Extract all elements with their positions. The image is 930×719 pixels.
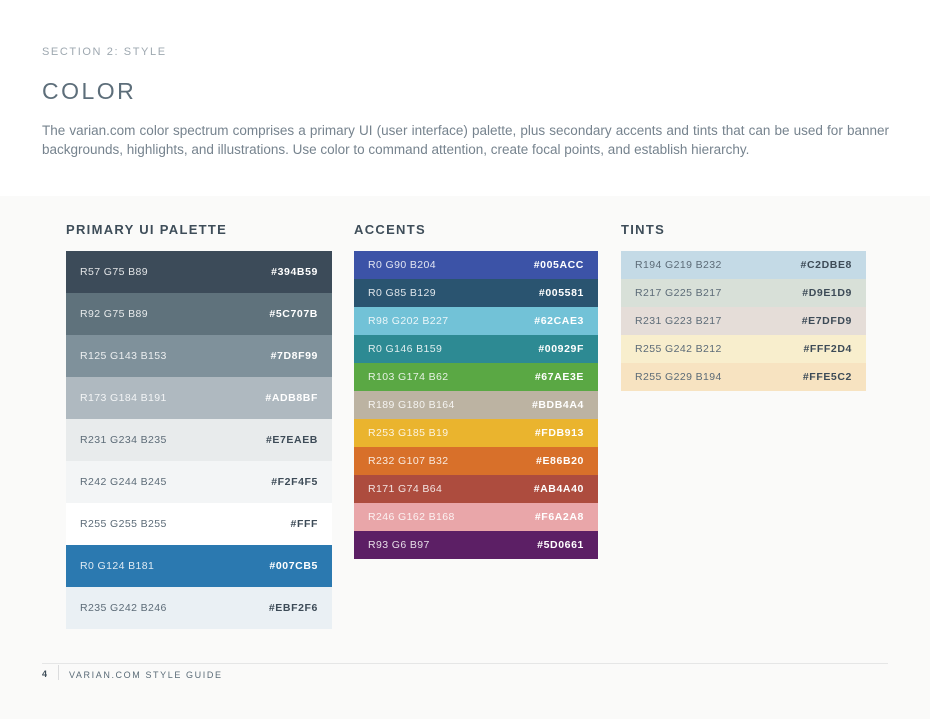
swatch-rgb-label: R173 G184 B191 — [80, 392, 167, 404]
palette-heading: TINTS — [621, 222, 666, 237]
swatch-rgb-label: R255 G242 B212 — [635, 343, 722, 355]
swatch-hex-label: #D9E1D9 — [802, 287, 852, 299]
swatch-hex-label: #F2F4F5 — [271, 476, 318, 488]
swatch-hex-label: #AB4A40 — [533, 483, 584, 495]
color-swatch: R231 G234 B235 #E7EAEB — [66, 419, 332, 461]
swatch-hex-label: #FFE5C2 — [802, 371, 852, 383]
swatch-hex-label: #00929F — [538, 343, 584, 355]
color-swatch: R98 G202 B227 #62CAE3 — [354, 307, 598, 335]
swatch-hex-label: #E86B20 — [536, 455, 584, 467]
swatch-hex-label: #EBF2F6 — [268, 602, 318, 614]
footer-page-number: 4 — [42, 669, 48, 679]
swatch-hex-label: #5C707B — [269, 308, 318, 320]
color-swatch: R231 G223 B217 #E7DFD9 — [621, 307, 866, 335]
swatch-rgb-label: R92 G75 B89 — [80, 308, 149, 320]
swatch-rgb-label: R255 G229 B194 — [635, 371, 722, 383]
color-swatch: R242 G244 B245 #F2F4F5 — [66, 461, 332, 503]
color-swatch: R217 G225 B217 #D9E1D9 — [621, 279, 866, 307]
swatch-rgb-label: R189 G180 B164 — [368, 399, 455, 411]
color-swatch: R0 G124 B181 #007CB5 — [66, 545, 332, 587]
swatch-rgb-label: R0 G124 B181 — [80, 560, 155, 572]
color-swatch: R0 G90 B204 #005ACC — [354, 251, 598, 279]
swatch-hex-label: #C2DBE8 — [800, 259, 852, 271]
swatch-hex-label: #FDB913 — [534, 427, 584, 439]
swatch-rgb-label: R98 G202 B227 — [368, 315, 449, 327]
swatch-rgb-label: R235 G242 B246 — [80, 602, 167, 614]
color-swatch: R93 G6 B97 #5D0661 — [354, 531, 598, 559]
swatch-rgb-label: R231 G234 B235 — [80, 434, 167, 446]
swatch-rgb-label: R57 G75 B89 — [80, 266, 149, 278]
swatch-rgb-label: R255 G255 B255 — [80, 518, 167, 530]
swatch-rgb-label: R103 G174 B62 — [368, 371, 449, 383]
swatch-hex-label: #F6A2A8 — [534, 511, 584, 523]
color-swatch: R255 G242 B212 #FFF2D4 — [621, 335, 866, 363]
color-swatch: R92 G75 B89 #5C707B — [66, 293, 332, 335]
footer-vertical-divider — [58, 665, 59, 680]
swatch-rgb-label: R171 G74 B64 — [368, 483, 443, 495]
swatch-hex-label: #394B59 — [271, 266, 318, 278]
color-swatch: R246 G162 B168 #F6A2A8 — [354, 503, 598, 531]
swatch-hex-label: #005581 — [538, 287, 584, 299]
swatch-list: R0 G90 B204 #005ACC R0 G85 B129 #005581 … — [354, 251, 598, 559]
swatch-rgb-label: R217 G225 B217 — [635, 287, 722, 299]
swatch-rgb-label: R246 G162 B168 — [368, 511, 455, 523]
swatch-rgb-label: R0 G146 B159 — [368, 343, 443, 355]
swatch-list: R57 G75 B89 #394B59 R92 G75 B89 #5C707B … — [66, 251, 332, 629]
swatch-list: R194 G219 B232 #C2DBE8 R217 G225 B217 #D… — [621, 251, 866, 391]
swatch-rgb-label: R231 G223 B217 — [635, 315, 722, 327]
color-swatch: R189 G180 B164 #BDB4A4 — [354, 391, 598, 419]
swatch-hex-label: #E7DFD9 — [801, 315, 852, 327]
swatch-rgb-label: R125 G143 B153 — [80, 350, 167, 362]
swatch-rgb-label: R0 G90 B204 — [368, 259, 437, 271]
swatch-hex-label: #005ACC — [533, 259, 584, 271]
color-swatch: R0 G85 B129 #005581 — [354, 279, 598, 307]
color-swatch: R235 G242 B246 #EBF2F6 — [66, 587, 332, 629]
palette-heading: ACCENTS — [354, 222, 426, 237]
swatch-rgb-label: R194 G219 B232 — [635, 259, 722, 271]
color-swatch: R232 G107 B32 #E86B20 — [354, 447, 598, 475]
footer-document-title: VARIAN.COM STYLE GUIDE — [69, 670, 223, 680]
swatch-hex-label: #5D0661 — [537, 539, 584, 551]
palette-primary-ui: PRIMARY UI PALETTE R57 G75 B89 #394B59 R… — [66, 222, 332, 629]
color-swatch: R103 G174 B62 #67AE3E — [354, 363, 598, 391]
swatch-hex-label: #67AE3E — [534, 371, 584, 383]
page-title: COLOR — [42, 78, 137, 104]
swatch-hex-label: #FFF — [290, 518, 318, 530]
color-swatch: R173 G184 B191 #ADB8BF — [66, 377, 332, 419]
color-swatch: R255 G255 B255 #FFF — [66, 503, 332, 545]
palette-heading: PRIMARY UI PALETTE — [66, 222, 228, 237]
swatch-rgb-label: R232 G107 B32 — [368, 455, 449, 467]
swatch-hex-label: #BDB4A4 — [531, 399, 584, 411]
swatch-rgb-label: R253 G185 B19 — [368, 427, 449, 439]
swatch-hex-label: #007CB5 — [269, 560, 318, 572]
color-swatch: R171 G74 B64 #AB4A40 — [354, 475, 598, 503]
swatch-hex-label: #ADB8BF — [265, 392, 318, 404]
swatch-hex-label: #E7EAEB — [265, 434, 318, 446]
page-description: The varian.com color spectrum comprises … — [42, 123, 889, 157]
palette-tints: TINTS R194 G219 B232 #C2DBE8 R217 G225 B… — [621, 222, 866, 391]
swatch-hex-label: #7D8F99 — [270, 350, 318, 362]
palette-accents: ACCENTS R0 G90 B204 #005ACC R0 G85 B129 … — [354, 222, 598, 559]
swatch-hex-label: #FFF2D4 — [803, 343, 852, 355]
color-swatch: R194 G219 B232 #C2DBE8 — [621, 251, 866, 279]
color-swatch: R253 G185 B19 #FDB913 — [354, 419, 598, 447]
color-swatch: R255 G229 B194 #FFE5C2 — [621, 363, 866, 391]
swatch-rgb-label: R93 G6 B97 — [368, 539, 430, 551]
color-swatch: R0 G146 B159 #00929F — [354, 335, 598, 363]
color-swatch: R125 G143 B153 #7D8F99 — [66, 335, 332, 377]
color-swatch: R57 G75 B89 #394B59 — [66, 251, 332, 293]
swatch-rgb-label: R0 G85 B129 — [368, 287, 437, 299]
section-label: SECTION 2: STYLE — [42, 46, 167, 58]
swatch-hex-label: #62CAE3 — [534, 315, 584, 327]
footer-divider-line — [42, 663, 888, 664]
swatch-rgb-label: R242 G244 B245 — [80, 476, 167, 488]
